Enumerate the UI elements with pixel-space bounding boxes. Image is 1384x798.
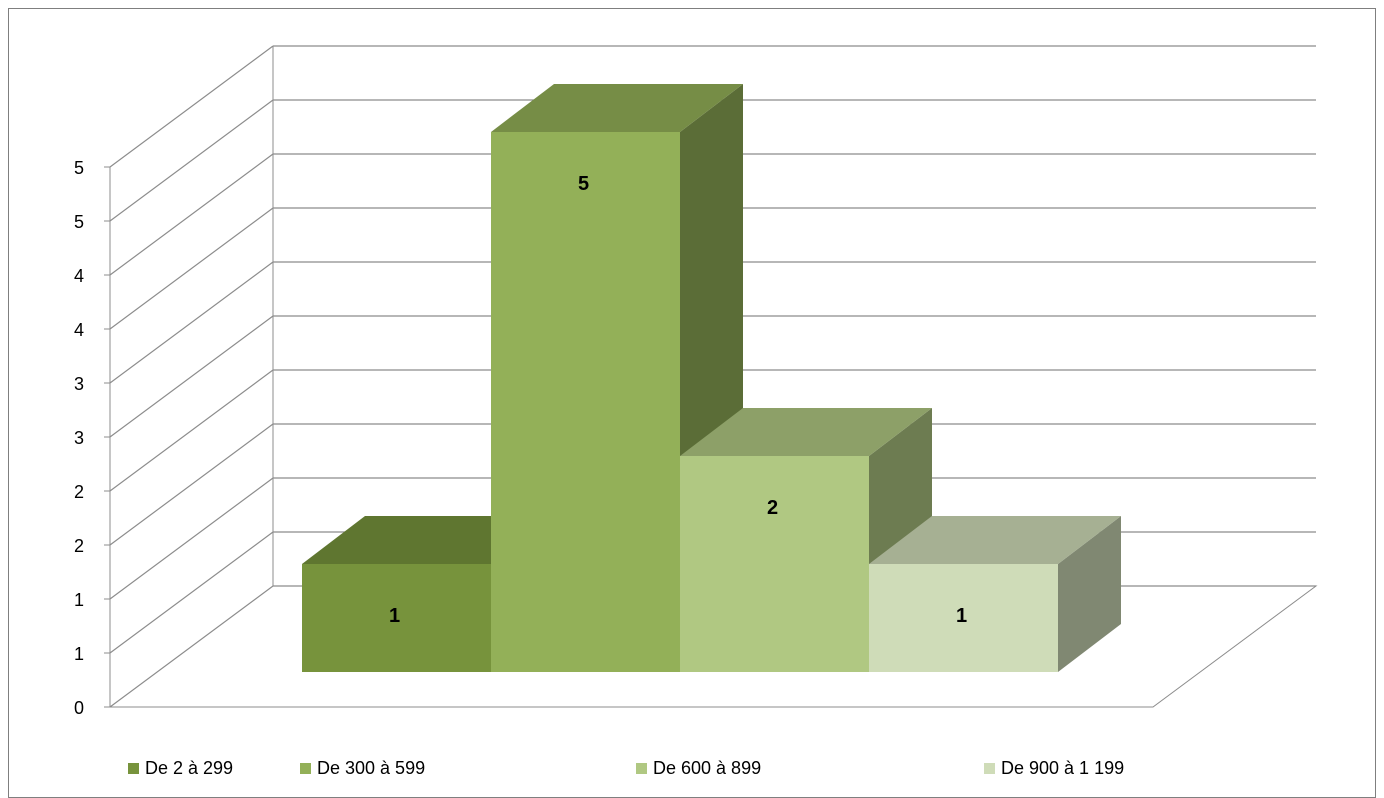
gridline-side <box>109 99 274 222</box>
legend-swatch <box>300 762 311 774</box>
gridline-side <box>109 423 274 546</box>
gridline-side <box>109 315 274 438</box>
bar-top-face <box>491 84 743 132</box>
y-tick-label: 2 <box>74 482 84 502</box>
y-tick-label: 4 <box>74 266 84 286</box>
y-axis-ticks: 0 1 1 2 2 3 3 4 4 5 5 <box>74 158 110 718</box>
bar-front-face <box>491 132 680 672</box>
gridline-side <box>109 531 274 654</box>
bar-front-face <box>869 564 1058 672</box>
y-tick-label: 1 <box>74 590 84 610</box>
y-tick-label: 1 <box>74 644 84 664</box>
gridline-side <box>109 153 274 276</box>
y-tick-label: 4 <box>74 320 84 340</box>
bar-side-face <box>1058 516 1121 672</box>
legend-item: De 2 à 299 <box>128 752 233 784</box>
bar-front-face <box>302 564 491 672</box>
legend-label: De 2 à 299 <box>145 757 234 778</box>
y-tick-label: 3 <box>74 374 84 394</box>
legend-item: De 600 à 899 <box>636 752 761 784</box>
legend-swatch <box>636 762 647 774</box>
bar-4 <box>869 516 1121 672</box>
bar-top-face <box>869 516 1121 564</box>
gridline-side <box>109 45 274 168</box>
y-tick-label: 0 <box>74 698 84 718</box>
bar-top-face <box>680 408 932 456</box>
y-tick-label: 3 <box>74 428 84 448</box>
gridline-side <box>109 585 274 708</box>
data-label: 2 <box>767 497 778 519</box>
data-label: 1 <box>389 605 400 627</box>
gridline-side <box>109 261 274 384</box>
gridline-side <box>109 369 274 492</box>
legend-item: De 900 à 1 199 <box>984 752 1124 784</box>
chart-bars <box>302 84 1121 672</box>
gridline-side <box>109 477 274 600</box>
y-tick-label: 5 <box>74 158 84 178</box>
bar-3 <box>680 408 932 672</box>
y-tick-label: 2 <box>74 536 84 556</box>
legend-item: De 300 à 599 <box>300 752 425 784</box>
bar-front-face <box>680 456 869 672</box>
legend-label: De 300 à 599 <box>317 757 426 778</box>
legend-swatch <box>984 762 995 774</box>
gridline-side <box>109 207 274 330</box>
legend-label: De 600 à 899 <box>653 757 762 778</box>
data-label: 1 <box>956 605 967 627</box>
chart-legend: De 2 à 299 De 300 à 599 De 600 à 899 De 900… <box>0 752 1384 784</box>
y-tick-label: 5 <box>74 212 84 232</box>
legend-swatch <box>128 762 139 774</box>
legend-label: De 900 à 1 199 <box>1001 757 1125 778</box>
data-label: 5 <box>578 173 589 195</box>
